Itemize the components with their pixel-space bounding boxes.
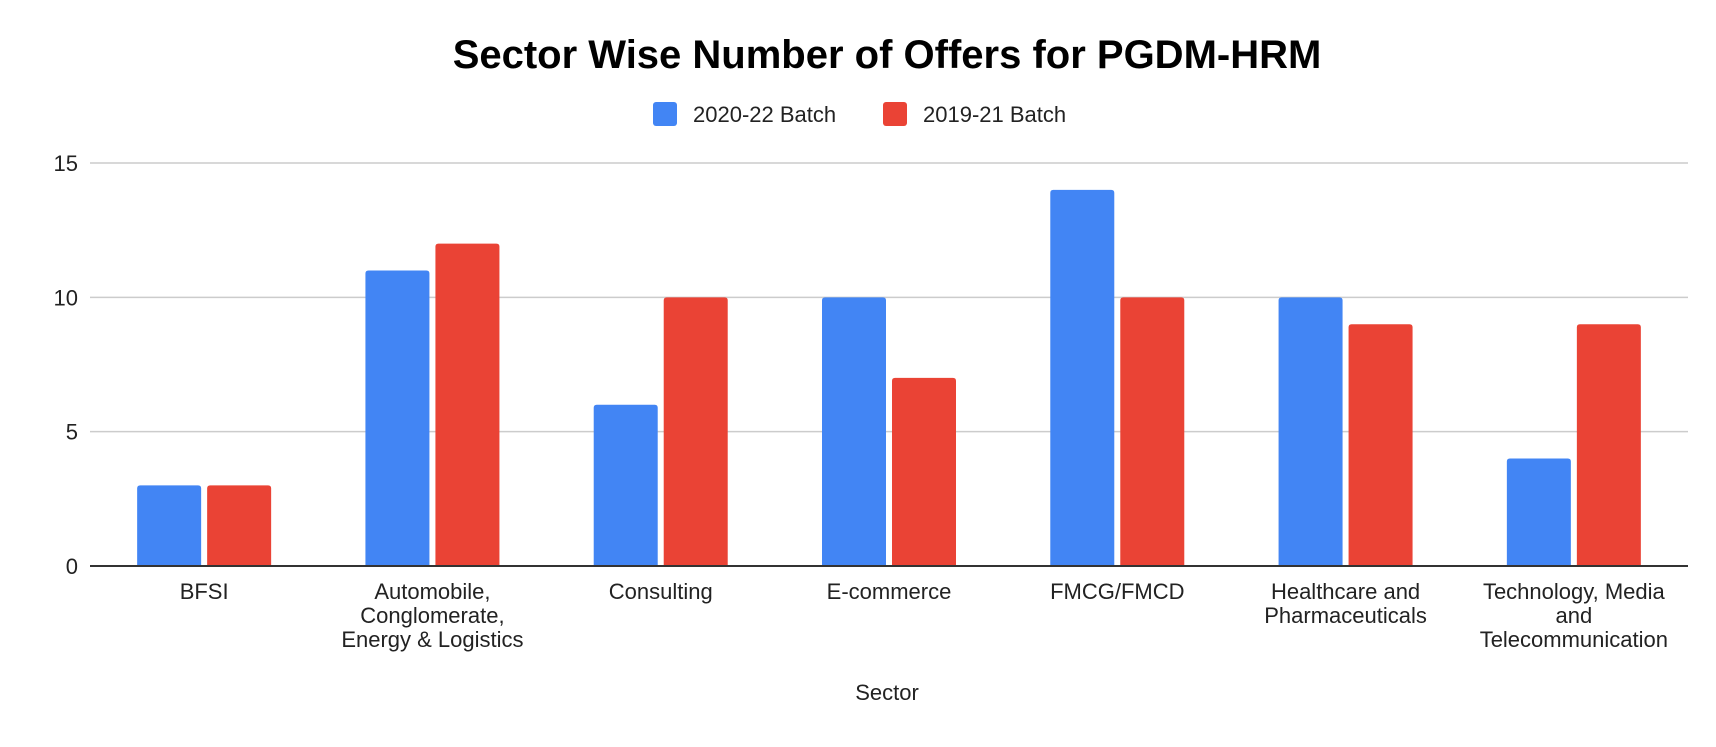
bar-series-1 [822,297,886,566]
y-tick-label: 10 [54,285,78,310]
x-category-label: E-commerce [827,579,952,604]
x-category-label-line: E-commerce [827,579,952,604]
x-category-label-line: Telecommunication [1480,627,1668,652]
bar-series-2 [892,377,956,566]
x-category-label-line: FMCG/FMCD [1050,579,1184,604]
bar-series-2 [663,297,728,566]
bar-series-2 [1348,324,1413,566]
legend-label: 2019-21 Batch [923,102,1066,127]
legend-swatch [653,102,677,126]
x-category-label-line: Healthcare and [1271,579,1420,604]
y-tick-label: 0 [66,554,78,579]
bar-series-1 [1278,297,1343,566]
legend: 2020-22 Batch 2019-21 Batch [653,102,1066,127]
x-category-label: BFSI [180,579,229,604]
x-category-label: Automobile, Conglomerate, Energy & Logisti… [341,579,523,652]
y-axis-ticks: 0 5 10 15 [54,151,78,579]
legend-label: 2020-22 Batch [693,102,836,127]
x-category-label-line: Consulting [609,579,713,604]
x-category-label-line: Conglomerate, [360,603,504,628]
bars [137,189,1641,566]
x-axis-title: Sector [855,680,919,705]
y-tick-label: 5 [66,420,78,445]
legend-swatch [883,102,907,126]
legend-item: 2019-21 Batch [883,102,1066,127]
chart-title: Sector Wise Number of Offers for PGDM-HR… [453,33,1322,77]
x-category-label: Consulting [609,579,713,604]
x-category-label-line: and [1555,603,1592,628]
bar-series-1 [365,270,430,566]
x-category-label: Technology, Media and Telecommunication [1480,579,1668,652]
legend-item: 2020-22 Batch [653,102,836,127]
bar-series-2 [1576,324,1641,566]
bar-series-2 [1120,297,1185,566]
x-category-label-line: BFSI [180,579,229,604]
y-tick-label: 15 [54,151,78,176]
x-category-label-line: Energy & Logistics [341,627,523,652]
bar-series-2 [207,485,272,566]
bar-series-1 [137,485,202,566]
x-category-label-line: Technology, Media [1483,579,1666,604]
gridlines [90,162,1688,433]
bar-series-2 [435,243,500,566]
x-category-label-line: Automobile, [374,579,490,604]
x-category-label: Healthcare and Pharmaceuticals [1264,579,1427,628]
bar-series-1 [1506,458,1571,566]
bar-series-1 [1050,189,1115,566]
bar-series-1 [593,404,658,566]
x-category-label: FMCG/FMCD [1050,579,1184,604]
x-category-label-line: Pharmaceuticals [1264,603,1427,628]
x-axis-labels: BFSI Automobile, Conglomerate, Energy & Log… [180,579,1668,652]
